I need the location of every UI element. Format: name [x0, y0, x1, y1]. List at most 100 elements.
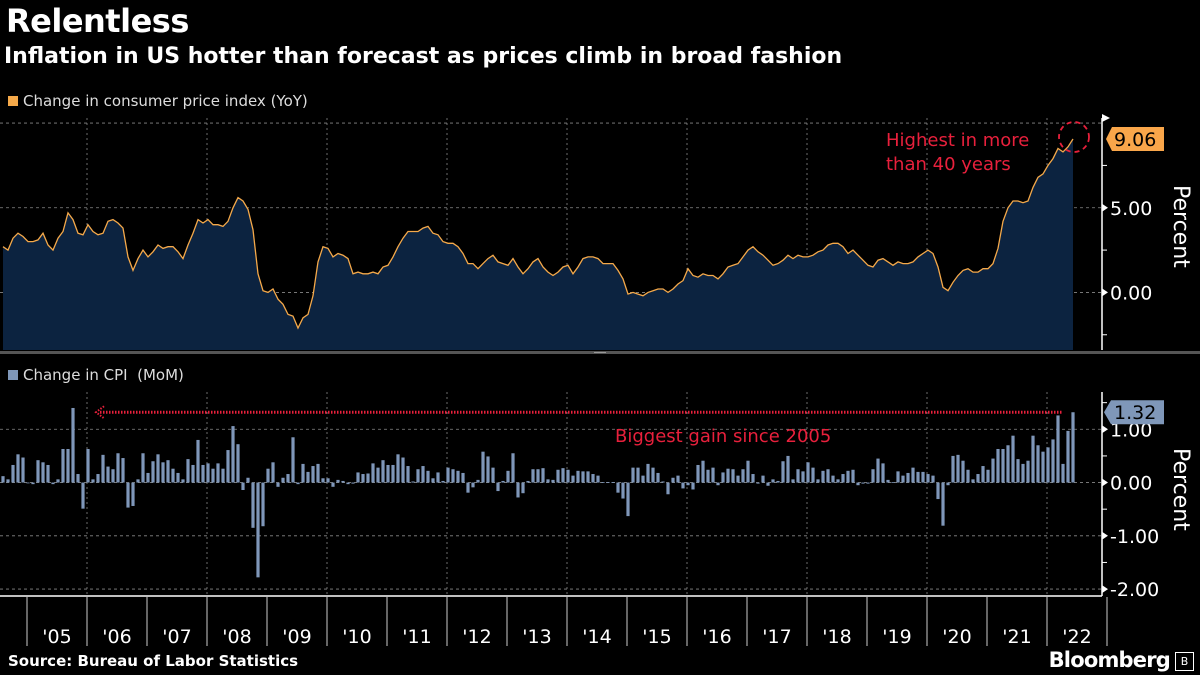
bloomberg-logo: Bloomberg [1048, 648, 1171, 672]
mom-bar [366, 473, 370, 483]
mom-bar [926, 474, 930, 483]
mom-bar [656, 472, 660, 483]
y-axis-title-yoy: Percent [1168, 185, 1193, 268]
mom-bar [661, 481, 665, 483]
mom-bar [746, 460, 750, 483]
mom-bar [606, 482, 610, 483]
mom-bar [651, 467, 655, 483]
mom-bar [616, 482, 620, 493]
mom-bar [501, 480, 505, 483]
mom-bar [206, 463, 210, 483]
mom-bar [956, 454, 960, 483]
mom-bar [686, 482, 690, 486]
mom-bar [381, 460, 385, 483]
mom-bar [581, 471, 585, 483]
x-tick-label: '14 [582, 626, 611, 648]
mom-bar [671, 477, 675, 483]
mom-bar [481, 451, 485, 483]
mom-bar [11, 464, 15, 483]
mom-bar [1016, 459, 1020, 483]
mom-bar [636, 467, 640, 483]
mom-bar [896, 471, 900, 483]
mom-bar [146, 472, 150, 483]
mom-bar [506, 470, 510, 483]
mom-bar [706, 469, 710, 483]
last-value-badge-yoy [1106, 126, 1164, 151]
mom-bar [446, 467, 450, 483]
mom-bar [931, 475, 935, 483]
mom-bar [451, 469, 455, 483]
mom-bar [106, 466, 110, 483]
mom-bar [631, 467, 635, 483]
mom-bar [721, 472, 725, 483]
mom-bar [411, 481, 415, 483]
mom-bar [306, 471, 310, 483]
mom-bar [161, 462, 165, 483]
chart-subtitle: Inflation in US hotter than forecast as … [4, 44, 843, 69]
mom-bar [496, 482, 500, 492]
mom-bar [401, 457, 405, 483]
mom-bar [871, 469, 875, 483]
axis-top-arrow [1102, 114, 1110, 122]
mom-bar [96, 474, 100, 483]
mom-bar [336, 479, 340, 483]
mom-bar [136, 479, 140, 483]
legend-swatch-yoy [8, 96, 18, 106]
mom-bar [591, 474, 595, 483]
mom-bar [1001, 448, 1005, 483]
mom-bar [346, 482, 350, 485]
mom-bar [901, 475, 905, 483]
mom-bar [361, 474, 365, 483]
mom-bar [731, 469, 735, 483]
yoy-area [3, 139, 1073, 350]
y-tick-label-mom: 0.00 [1110, 473, 1152, 495]
x-tick-label: '07 [162, 626, 191, 648]
x-tick-label: '19 [882, 626, 911, 648]
mom-bar [951, 455, 955, 483]
mom-bar [431, 478, 435, 483]
mom-bar [61, 448, 65, 483]
mom-bar [1026, 460, 1030, 483]
mom-bar [16, 454, 20, 483]
annotation-mom: Biggest gain since 2005 [615, 426, 831, 447]
x-tick-label: '21 [1002, 626, 1031, 648]
x-tick-label: '15 [642, 626, 671, 648]
mom-bar [751, 474, 755, 483]
mom-bar [186, 459, 190, 483]
legend-label-yoy: Change in consumer price index (YoY) [23, 92, 308, 110]
mom-bar [91, 479, 95, 483]
mom-bar [171, 468, 175, 483]
mom-bar [21, 457, 25, 483]
mom-bar [426, 470, 430, 483]
mom-bar [491, 467, 495, 483]
mom-bar [916, 471, 920, 483]
mom-bar [281, 477, 285, 483]
mom-bar [1036, 445, 1040, 483]
mom-bar [31, 482, 35, 485]
mom-bar [866, 482, 870, 484]
mom-bar [1056, 415, 1060, 483]
mom-bar [436, 472, 440, 483]
mom-bar [486, 456, 490, 483]
mom-bar [621, 482, 625, 499]
mom-bar [511, 453, 515, 483]
last-value-badge-mom [1104, 400, 1164, 425]
mom-bar [856, 482, 860, 486]
legend-label-mom: Change in CPI (MoM) [23, 366, 184, 384]
mom-bar [711, 467, 715, 483]
mom-bar [476, 479, 480, 483]
mom-bar [266, 468, 270, 483]
mom-bar [246, 477, 250, 483]
mom-bar [1071, 412, 1075, 483]
x-tick-label: '09 [282, 626, 311, 648]
x-tick-label: '11 [402, 626, 431, 648]
mom-bar [341, 480, 345, 483]
mom-bar [386, 464, 390, 483]
x-tick-label: '22 [1062, 626, 1091, 648]
annotation-yoy: Highest in more [886, 130, 1029, 151]
mom-bar [906, 472, 910, 483]
mom-bar [641, 475, 645, 483]
mom-bar [741, 469, 745, 483]
mom-bar [676, 475, 680, 483]
mom-bar [971, 479, 975, 483]
